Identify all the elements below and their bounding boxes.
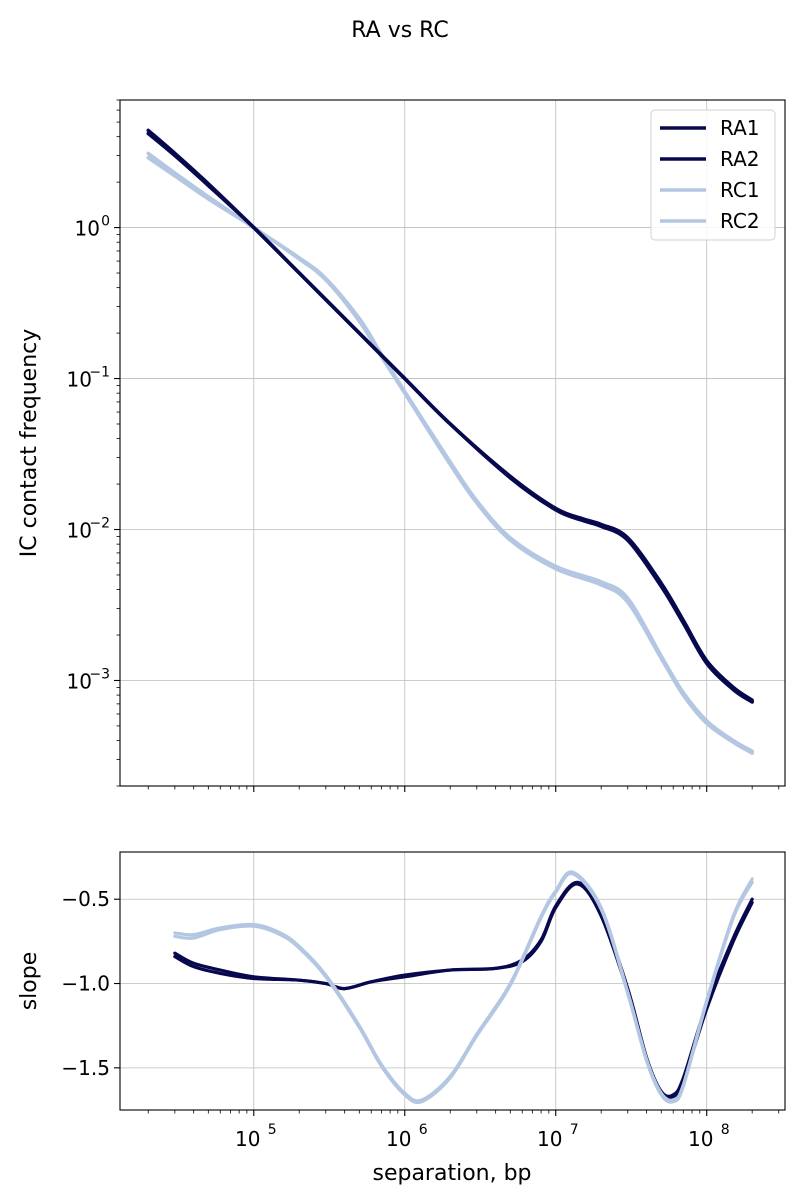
bottom-x-tick-label: 10 (537, 1127, 562, 1151)
legend-label-ra1: RA1 (720, 116, 760, 140)
bottom-x-tick-exponent: 5 (268, 1122, 277, 1138)
slope-line-ra1 (173, 882, 754, 1100)
x-axis-label: separation, bp (372, 1161, 531, 1186)
top-y-tick-exponent: 0 (101, 214, 110, 230)
bottom-x-tick-label: 10 (688, 1127, 713, 1151)
bottom-x-tick-exponent: 6 (419, 1122, 428, 1138)
legend-label-rc1: RC1 (720, 178, 760, 202)
legend: RA1 RA2 RC1 RC2 (650, 109, 776, 241)
bottom-y-tick-label: −1.0 (61, 972, 110, 996)
bottom-grid (120, 852, 785, 1110)
top-y-axis-label: IC contact frequency (17, 329, 42, 558)
series-line-rc1 (146, 155, 754, 755)
series-line-ra2 (146, 128, 754, 703)
top-y-tick-exponent: −3 (89, 666, 110, 682)
top-ticks: 10 010−110−210−3 (67, 99, 780, 792)
top-y-tick-exponent: −2 (89, 516, 110, 532)
slope-line-ra2 (173, 880, 754, 1098)
bottom-y-tick-label: −0.5 (61, 887, 110, 911)
top-y-tick-label: 10 (67, 519, 92, 543)
bottom-axes-frame (119, 851, 786, 1111)
bottom-y-axis-label: slope (17, 952, 42, 1011)
bottom-ticks: −0.5 −1.0 −1.5 10 5 10 6 10 7 10 8 (61, 887, 780, 1151)
bottom-x-tick-label: 10 (386, 1127, 411, 1151)
top-y-tick-label: 10 (67, 669, 92, 693)
top-axes-frame (119, 99, 786, 787)
bottom-y-tick-label: −1.5 (61, 1056, 110, 1080)
slope-line-rc2 (173, 872, 754, 1105)
top-y-tick-label: 10 (67, 368, 92, 392)
figure-title: RA vs RC (351, 18, 449, 43)
bottom-x-tick-exponent: 8 (721, 1122, 730, 1138)
legend-label-rc2: RC2 (720, 209, 760, 233)
top-lines (146, 128, 754, 755)
top-plot: 10 010−110−210−3 IC contact frequency RA1… (17, 99, 786, 792)
legend-box (650, 109, 776, 241)
bottom-x-tick-exponent: 7 (570, 1122, 579, 1138)
top-y-tick-exponent: −1 (89, 365, 110, 381)
bottom-lines (173, 870, 754, 1105)
slope-line-rc1 (173, 870, 754, 1103)
bottom-x-tick-label: 10 (235, 1127, 260, 1151)
legend-label-ra2: RA2 (720, 147, 760, 171)
top-y-tick-label: 10 (75, 217, 100, 241)
bottom-plot: −0.5 −1.0 −1.5 10 5 10 6 10 7 10 8 slope separatio… (17, 851, 786, 1186)
